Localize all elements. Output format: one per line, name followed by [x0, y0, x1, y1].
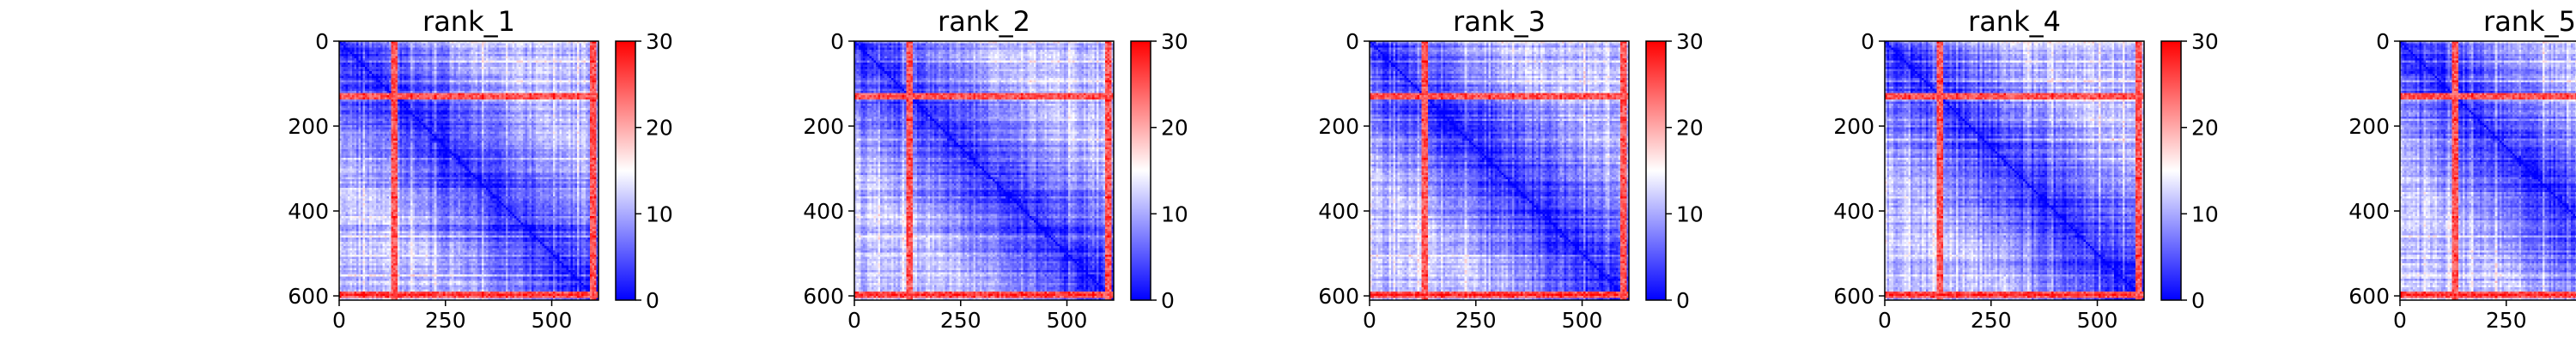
chart-title: rank_4 — [1968, 5, 2061, 38]
x-tick-label: 500 — [1047, 308, 1088, 333]
x-tick-label: 250 — [1455, 308, 1497, 333]
x-tick-label: 500 — [532, 308, 573, 333]
colorbar-tick-label: 0 — [2191, 288, 2205, 313]
colorbar-tick-label: 20 — [646, 116, 673, 141]
colorbar-tick-label: 30 — [1676, 29, 1704, 54]
heatmap-image — [1370, 41, 1629, 300]
colorbar-tick-label: 30 — [1161, 29, 1188, 54]
x-tick-label: 0 — [332, 308, 346, 333]
chart-title: rank_3 — [1453, 5, 1546, 38]
colorbar — [616, 41, 635, 300]
colorbar-frame — [615, 40, 636, 301]
colorbar-tick-label: 0 — [1161, 288, 1175, 313]
y-tick-label: 200 — [288, 114, 329, 139]
colorbar — [2161, 41, 2181, 300]
x-tick-label: 250 — [940, 308, 981, 333]
heatmap-image — [339, 41, 598, 300]
plot-frame — [854, 40, 1115, 301]
y-tick-label: 200 — [1318, 114, 1359, 139]
y-tick-label: 0 — [2376, 29, 2390, 54]
colorbar-tick-label: 30 — [646, 29, 673, 54]
y-tick-label: 200 — [1833, 114, 1874, 139]
chart-title: rank_1 — [422, 5, 515, 38]
y-tick-label: 400 — [1318, 199, 1359, 224]
colorbar-tick-label: 10 — [646, 202, 673, 226]
colorbar-frame — [1645, 40, 1667, 301]
y-tick-label: 400 — [803, 199, 844, 224]
y-tick-label: 600 — [288, 284, 329, 309]
x-tick-label: 500 — [1562, 308, 1603, 333]
colorbar-tick-label: 30 — [2191, 29, 2219, 54]
y-tick-label: 0 — [830, 29, 844, 54]
x-tick-label: 250 — [1971, 308, 2012, 333]
y-tick-label: 200 — [2348, 114, 2390, 139]
plot-frame — [1884, 40, 2145, 301]
plot-frame — [338, 40, 599, 301]
x-tick-label: 0 — [1878, 308, 1892, 333]
x-tick-label: 250 — [425, 308, 466, 333]
colorbar — [1131, 41, 1151, 300]
colorbar-tick-label: 10 — [2191, 202, 2219, 226]
heatmap-image — [854, 41, 1114, 300]
heatmap-image — [2400, 41, 2576, 300]
plot-frame — [1369, 40, 1630, 301]
colorbar-tick-label: 0 — [646, 288, 659, 313]
x-tick-label: 0 — [1363, 308, 1376, 333]
y-tick-label: 400 — [2348, 199, 2390, 224]
y-tick-label: 200 — [803, 114, 844, 139]
colorbar-tick-label: 20 — [1676, 116, 1704, 141]
x-tick-label: 500 — [2077, 308, 2118, 333]
y-tick-label: 600 — [1833, 284, 1874, 309]
colorbar-tick-label: 10 — [1676, 202, 1704, 226]
chart-title: rank_5 — [2483, 5, 2576, 38]
colorbar-tick-label: 10 — [1161, 202, 1188, 226]
colorbar-frame — [2160, 40, 2182, 301]
colorbar — [1646, 41, 1666, 300]
colorbar-tick-label: 20 — [1161, 116, 1188, 141]
heatmap-panel: rank_5025050002004006000102030 — [2348, 5, 2576, 333]
x-tick-label: 0 — [848, 308, 861, 333]
heatmap-image — [1885, 41, 2144, 300]
y-tick-label: 0 — [1346, 29, 1359, 54]
y-tick-label: 0 — [315, 29, 329, 54]
colorbar-tick-label: 20 — [2191, 116, 2219, 141]
colorbar-tick-label: 0 — [1676, 288, 1690, 313]
plot-frame — [2399, 40, 2576, 301]
y-tick-label: 400 — [288, 199, 329, 224]
x-tick-label: 0 — [2393, 308, 2407, 333]
colorbar-frame — [1130, 40, 1151, 301]
y-tick-label: 600 — [1318, 284, 1359, 309]
chart-title: rank_2 — [938, 5, 1030, 38]
y-tick-label: 600 — [803, 284, 844, 309]
y-tick-label: 0 — [1861, 29, 1874, 54]
y-tick-label: 400 — [1833, 199, 1874, 224]
x-tick-label: 250 — [2486, 308, 2527, 333]
y-tick-label: 600 — [2348, 284, 2390, 309]
